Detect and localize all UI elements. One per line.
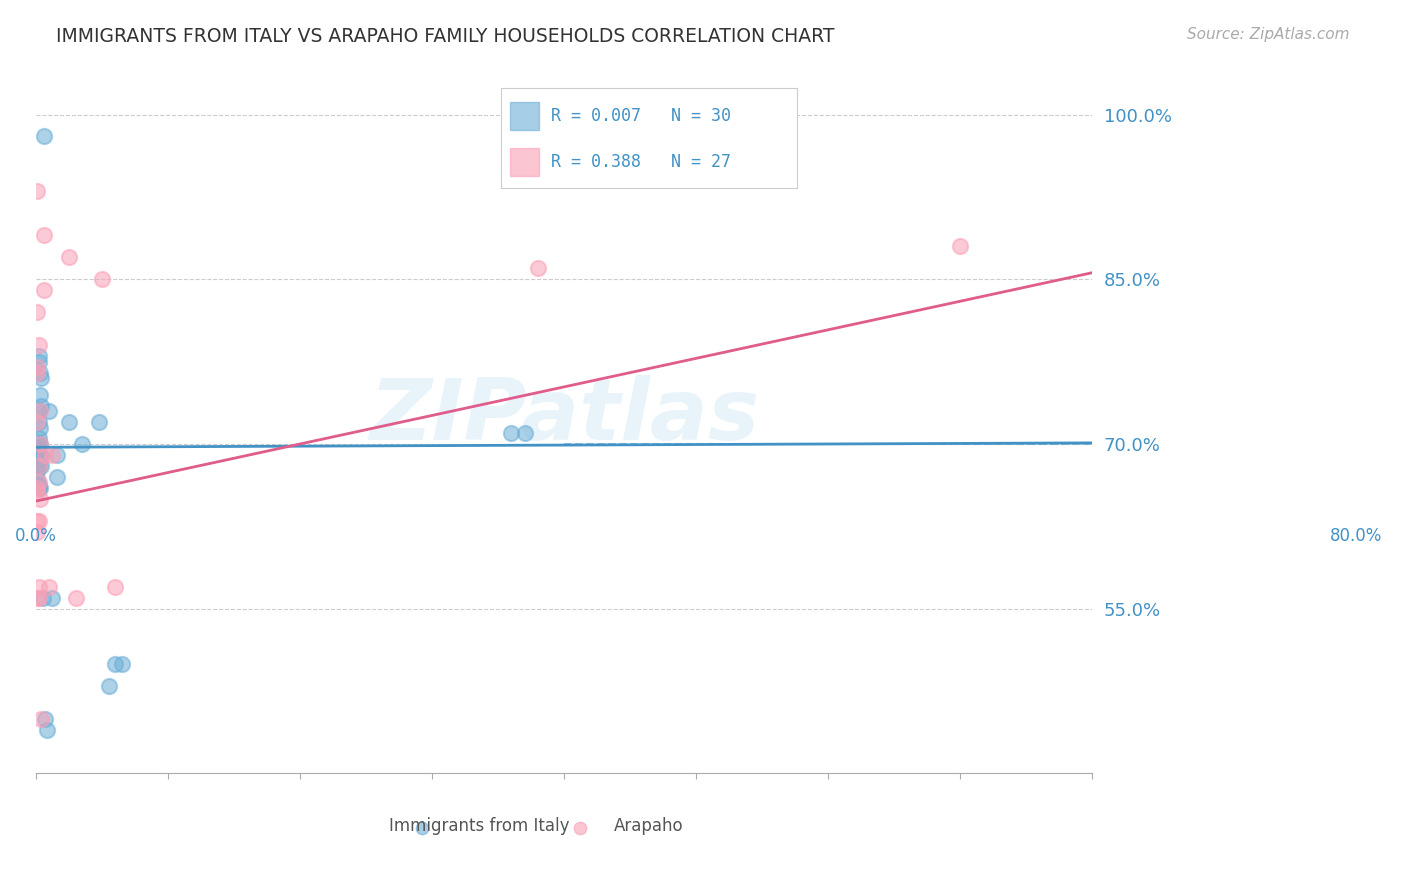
Text: Immigrants from Italy: Immigrants from Italy [389, 816, 569, 835]
Point [46, 448, 69, 462]
Point [30, 371, 52, 385]
Point [34, 448, 56, 462]
Point [27, 415, 49, 429]
Text: ZIPatlas: ZIPatlas [368, 375, 759, 458]
Point [27, 354, 49, 368]
Point [41, 448, 63, 462]
Point [27, 591, 49, 605]
Point [25, 472, 48, 486]
Point [91, 272, 114, 286]
Point [27, 338, 49, 352]
Point [30, 458, 52, 473]
Point [25, 591, 48, 605]
Point [25, 360, 48, 375]
Point [25, 477, 48, 491]
Point [28, 491, 51, 506]
Text: Arapaho: Arapaho [614, 816, 683, 835]
Point [25, 444, 48, 458]
Point [25, 185, 48, 199]
Point [28, 387, 51, 401]
Text: 80.0%: 80.0% [1330, 527, 1382, 545]
Point [25, 458, 48, 473]
Point [513, 425, 536, 440]
Point [28, 420, 51, 434]
Point [28, 366, 51, 380]
Point [28, 404, 51, 418]
Point [104, 580, 127, 594]
Point [97, 679, 120, 693]
Text: IMMIGRANTS FROM ITALY VS ARAPAHO FAMILY HOUSEHOLDS CORRELATION CHART: IMMIGRANTS FROM ITALY VS ARAPAHO FAMILY … [56, 27, 835, 45]
Point [27, 580, 49, 594]
Point [32, 129, 55, 144]
Point [35, 723, 58, 737]
Point [70, 437, 93, 451]
Point [111, 657, 134, 671]
Point [30, 712, 52, 726]
Point [32, 283, 55, 297]
Point [28, 437, 51, 451]
Point [25, 465, 48, 479]
Point [27, 475, 49, 490]
Point [949, 239, 972, 253]
Point [25, 524, 48, 539]
Point [25, 481, 48, 495]
Point [27, 437, 49, 451]
Point [58, 250, 80, 264]
Point [25, 415, 48, 429]
Point [34, 712, 56, 726]
Text: 0.0%: 0.0% [15, 527, 56, 545]
Point [25, 442, 48, 457]
Point [27, 458, 49, 473]
Point [28, 448, 51, 462]
Point [28, 481, 51, 495]
Point [58, 415, 80, 429]
Point [31, 591, 53, 605]
Point [65, 591, 87, 605]
Point [104, 657, 127, 671]
Point [41, 591, 63, 605]
Point [30, 399, 52, 413]
Point [526, 261, 548, 276]
Point [38, 580, 60, 594]
Point [25, 481, 48, 495]
Point [501, 425, 523, 440]
Point [25, 305, 48, 319]
Point [28, 453, 51, 467]
Point [25, 366, 48, 380]
Text: Source: ZipAtlas.com: Source: ZipAtlas.com [1187, 27, 1350, 42]
Point [30, 448, 52, 462]
Point [27, 432, 49, 446]
Point [27, 477, 49, 491]
Point [25, 440, 48, 454]
Point [89, 415, 111, 429]
Point [38, 404, 60, 418]
Point [27, 349, 49, 363]
Point [27, 481, 49, 495]
Point [25, 485, 48, 500]
Point [32, 228, 55, 243]
Point [27, 404, 49, 418]
Point [46, 470, 69, 484]
Point [27, 458, 49, 473]
Point [28, 437, 51, 451]
Point [25, 514, 48, 528]
Point [27, 514, 49, 528]
